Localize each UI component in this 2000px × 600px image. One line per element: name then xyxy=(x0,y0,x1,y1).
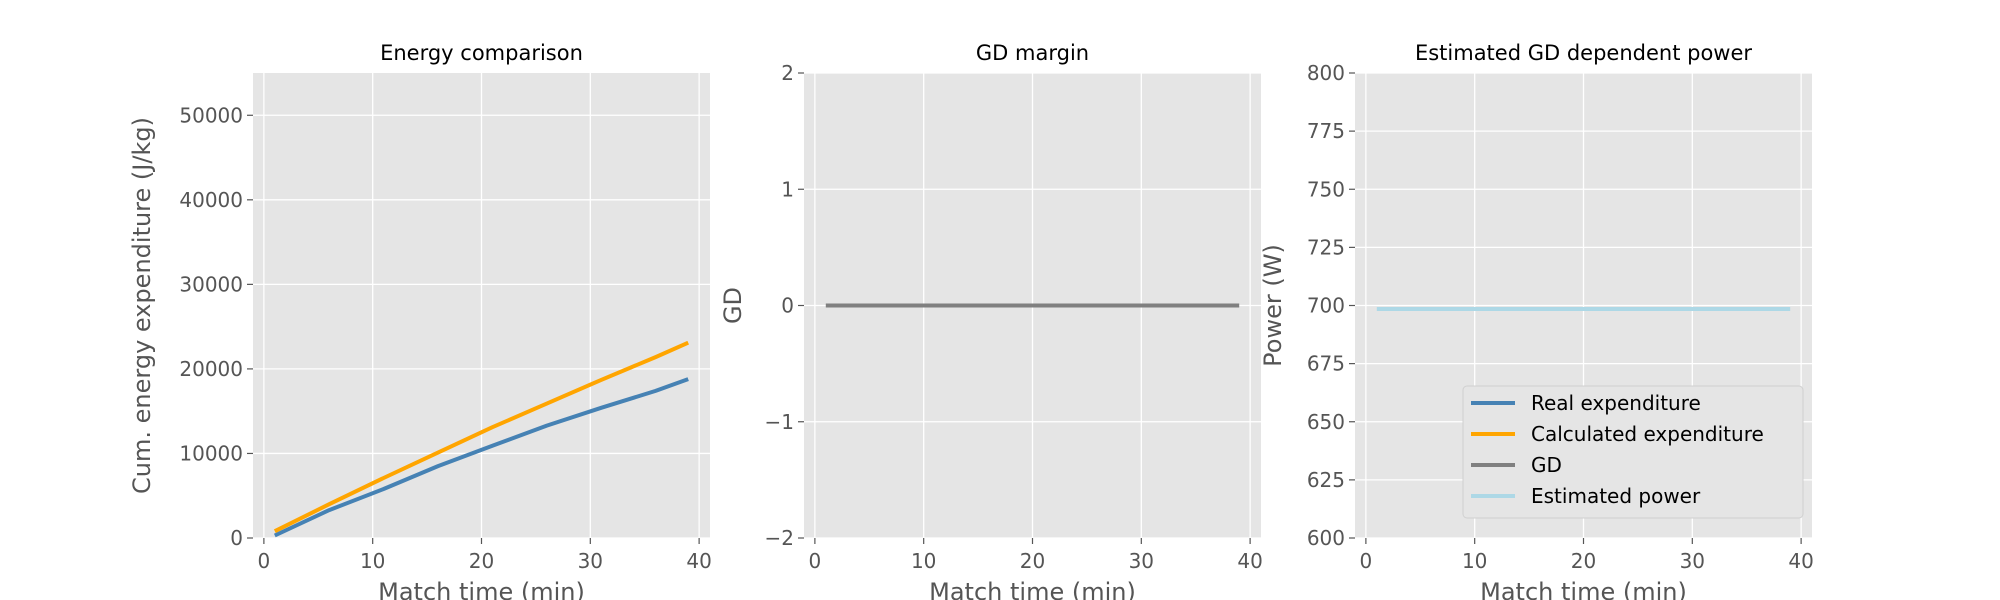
chart-panel-1: 0 10 20 30 40 0 10000 20000 30000 40000 50000 Energ… xyxy=(128,41,712,600)
x-tick-label: 10 xyxy=(911,549,936,573)
y-tick-label: 750 xyxy=(1307,177,1345,201)
legend-label: Calculated expenditure xyxy=(1531,422,1764,446)
y-tick-label: 775 xyxy=(1307,119,1345,143)
chart-title: Estimated GD dependent power xyxy=(1415,41,1752,65)
y-tick-label: 650 xyxy=(1307,410,1345,434)
y-tick-label: 0 xyxy=(230,526,243,550)
y-tick-label: 800 xyxy=(1307,61,1345,85)
x-tick-label: 30 xyxy=(1129,549,1154,573)
series-line-calculated-expenditure xyxy=(273,340,690,533)
x-tick-label: 20 xyxy=(1571,549,1596,573)
y-tick-label: 1 xyxy=(781,177,794,201)
y-tick-label: 675 xyxy=(1307,352,1345,376)
y-axis-label: Power (W) xyxy=(1259,244,1287,367)
x-tick-label: 30 xyxy=(1680,549,1705,573)
chart-panel-2: 0 10 20 30 40 −2 −1 0 1 2 GD margin Match time (min… xyxy=(719,41,1263,600)
legend-label: GD xyxy=(1531,453,1562,477)
y-axis-label: GD xyxy=(719,287,747,324)
y-tick-label: 50000 xyxy=(179,103,243,127)
legend: Real expenditure Calculated expenditure GD… xyxy=(1462,385,1804,519)
x-tick-label: 10 xyxy=(1462,549,1487,573)
y-tick-label: 725 xyxy=(1307,235,1345,259)
y-tick-label: −1 xyxy=(765,410,794,434)
y-tick-label: 20000 xyxy=(179,357,243,381)
y-tick-label: 10000 xyxy=(179,441,243,465)
y-axis-label: Cum. energy expenditure (J/kg) xyxy=(128,117,156,494)
y-tick-label: 40000 xyxy=(179,188,243,212)
x-tick-label: 10 xyxy=(360,549,385,573)
x-axis-label: Match time (min) xyxy=(378,578,585,600)
x-axis-label: Match time (min) xyxy=(929,578,1136,600)
legend-label: Estimated power xyxy=(1531,484,1701,508)
chart-title: Energy comparison xyxy=(380,41,583,65)
y-tick-label: 700 xyxy=(1307,294,1345,318)
legend-label: Real expenditure xyxy=(1531,391,1701,415)
x-tick-label: 40 xyxy=(1237,549,1262,573)
x-tick-label: 0 xyxy=(1360,549,1373,573)
x-tick-label: 0 xyxy=(258,549,271,573)
x-axis-label: Match time (min) xyxy=(1480,578,1687,600)
x-tick-label: 20 xyxy=(1020,549,1045,573)
chart-title: GD margin xyxy=(976,41,1089,65)
x-tick-label: 40 xyxy=(1788,549,1813,573)
x-tick-label: 0 xyxy=(809,549,822,573)
y-tick-label: 0 xyxy=(781,294,794,318)
y-tick-label: 30000 xyxy=(179,272,243,296)
y-tick-label: 625 xyxy=(1307,468,1345,492)
y-tick-label: 600 xyxy=(1307,526,1345,550)
x-tick-label: 20 xyxy=(469,549,494,573)
y-tick-label: −2 xyxy=(765,526,794,550)
legend-box xyxy=(1462,385,1804,519)
x-tick-label: 40 xyxy=(686,549,711,573)
y-tick-label: 2 xyxy=(781,61,794,85)
x-tick-label: 30 xyxy=(578,549,603,573)
series-line-real-expenditure xyxy=(273,377,689,538)
